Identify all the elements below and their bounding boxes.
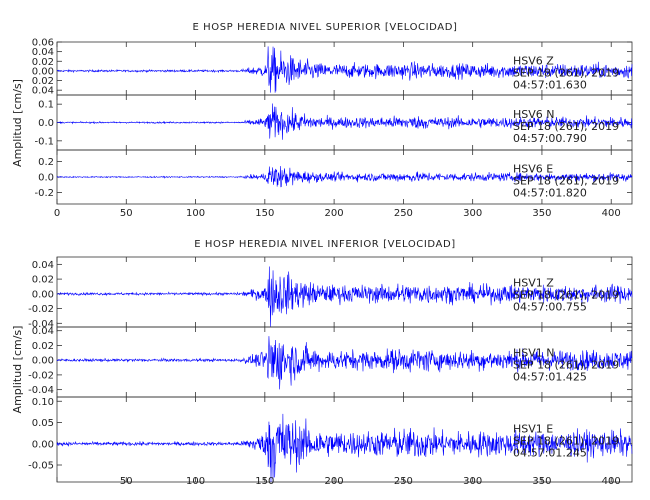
time-label: 04:57:01.425 — [513, 370, 587, 383]
station-label: HSV6 E — [513, 163, 553, 176]
date-label: SEP 18 (261), 2019 — [513, 358, 619, 371]
x-tick-label: 300 — [463, 208, 482, 219]
date-label: SEP 18 (261), 2019 — [513, 175, 619, 188]
y-tick-label: 0.05 — [32, 418, 54, 429]
y-tick-label: 0.2 — [38, 157, 54, 168]
y-tick-label: 0.02 — [32, 57, 54, 68]
y-axis-label: Amplitud [cm/s] — [11, 326, 24, 414]
x-tick-label: 250 — [394, 208, 413, 219]
figure-title: E HOSP HEREDIA NIVEL SUPERIOR [VELOCIDAD… — [192, 22, 457, 33]
y-tick-label: 0.0 — [38, 173, 54, 184]
y-tick-label: 0.00 — [32, 289, 54, 300]
figure-2: E HOSP HEREDIA NIVEL INFERIOR [VELOCIDAD… — [11, 239, 633, 487]
y-tick-label: -0.02 — [28, 370, 54, 381]
waveform-HSV6-Z — [56, 46, 633, 93]
station-label: HSV1 E — [513, 423, 553, 436]
figure-title: E HOSP HEREDIA NIVEL INFERIOR [VELOCIDAD… — [194, 239, 456, 250]
x-tick-label: 400 — [602, 476, 621, 487]
y-tick-label: 0.00 — [32, 439, 54, 450]
y-tick-label: 0.04 — [32, 86, 54, 97]
panel-frame — [56, 396, 633, 483]
time-label: 04:57:01.820 — [513, 187, 587, 200]
x-tick-label: 250 — [394, 476, 413, 487]
station-label: HSV1 N — [513, 346, 555, 359]
time-label: 04:57:01.245 — [513, 447, 587, 460]
y-tick-label: 0.04 — [32, 47, 54, 58]
x-tick-label: 50 — [120, 476, 133, 487]
waveform-HSV1-N — [56, 336, 633, 390]
station-label: HSV6 Z — [513, 54, 554, 67]
x-tick-label: 200 — [325, 476, 344, 487]
x-tick-label: 150 — [255, 476, 274, 487]
waveform-HSV1-Z — [56, 266, 633, 327]
y-tick-label: 0.10 — [32, 397, 54, 408]
y-tick-label: 0.02 — [32, 76, 54, 87]
x-tick-label: 350 — [532, 208, 551, 219]
y-tick-label: 0.1 — [38, 100, 54, 111]
y-tick-label: 0.02 — [32, 341, 54, 352]
waveform-HSV6-E — [56, 166, 633, 188]
y-tick-label: 0.00 — [32, 356, 54, 367]
y-tick-label: -0.2 — [34, 188, 54, 199]
y-tick-label: 0.04 — [32, 326, 54, 337]
date-label: SEP 18 (261), 2019 — [513, 288, 619, 301]
x-tick-label: 100 — [186, 208, 205, 219]
y-tick-label: 0.00 — [32, 66, 54, 77]
date-label: SEP 18 (261), 2019 — [513, 66, 619, 79]
y-axis-label: Amplitud [cm/s] — [11, 79, 24, 167]
station-label: HSV1 Z — [513, 276, 554, 289]
x-tick-label: 50 — [120, 208, 133, 219]
x-tick-label: 300 — [463, 476, 482, 487]
waveform-HSV1-E — [56, 413, 633, 483]
y-tick-label: 0.02 — [32, 275, 54, 286]
x-tick-label: 200 — [325, 208, 344, 219]
y-tick-label: -0.02 — [28, 304, 54, 315]
x-tick-label: 0 — [54, 208, 60, 219]
figure-1: E HOSP HEREDIA NIVEL SUPERIOR [VELOCIDAD… — [11, 22, 633, 219]
waveform-HSV6-N — [56, 103, 633, 140]
time-label: 04:57:00.790 — [513, 132, 587, 145]
x-tick-label: 150 — [255, 208, 274, 219]
y-tick-label: -0.1 — [34, 136, 54, 147]
y-tick-label: 0.0 — [38, 118, 54, 129]
x-tick-label: 350 — [532, 476, 551, 487]
x-tick-label: 400 — [602, 208, 621, 219]
date-label: SEP 18 (261), 2019 — [513, 435, 619, 448]
date-label: SEP 18 (261), 2019 — [513, 120, 619, 133]
y-tick-label: -0.04 — [28, 385, 54, 396]
y-tick-label: 0.06 — [32, 38, 54, 49]
time-label: 04:57:01.630 — [513, 78, 587, 91]
x-tick-label: 100 — [186, 476, 205, 487]
station-label: HSV6 N — [513, 108, 555, 121]
y-tick-label: -0.05 — [28, 461, 54, 472]
time-label: 04:57:00.755 — [513, 300, 587, 313]
y-tick-label: -0.04 — [28, 319, 54, 330]
y-tick-label: 0.04 — [32, 260, 54, 271]
